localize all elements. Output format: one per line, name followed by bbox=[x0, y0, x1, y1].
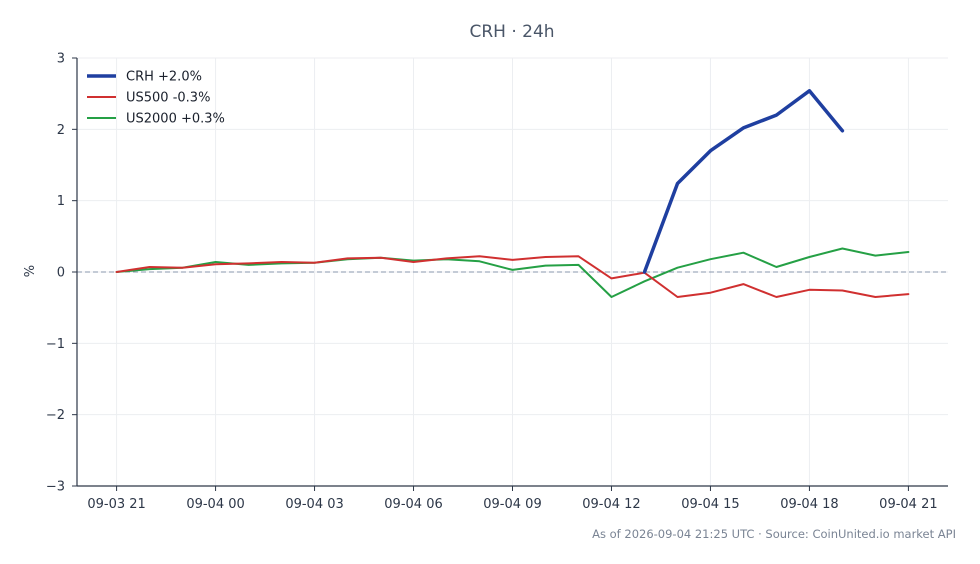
y-tick-label: −1 bbox=[46, 337, 65, 352]
y-tick-label: 1 bbox=[57, 194, 65, 209]
x-tick-label: 09-04 21 bbox=[879, 497, 937, 512]
legend-label: US500 -0.3% bbox=[126, 91, 210, 106]
axes: 3 2 1 0 −1 −2 −3 09-03 21 09-04 00 09-04 03 09-04 … bbox=[46, 52, 948, 512]
series-line-2 bbox=[115, 247, 910, 298]
y-tick-label: −3 bbox=[46, 480, 65, 495]
source-footer: As of 2026-09-04 21:25 UTC · Source: Coi… bbox=[592, 527, 956, 541]
legend-label: US2000 +0.3% bbox=[126, 112, 225, 127]
y-tick-label: 3 bbox=[57, 52, 65, 67]
x-tick-label: 09-04 09 bbox=[483, 497, 541, 512]
x-tick-label: 09-04 03 bbox=[285, 497, 343, 512]
x-tick-label: 09-04 00 bbox=[186, 497, 244, 512]
x-tick-label: 09-04 06 bbox=[384, 497, 442, 512]
x-tick-label: 09-04 12 bbox=[582, 497, 640, 512]
legend-label: CRH +2.0% bbox=[126, 70, 202, 85]
x-tick-label: 09-04 15 bbox=[681, 497, 739, 512]
x-tick-label: 09-04 18 bbox=[780, 497, 838, 512]
chart-title: CRH · 24h bbox=[469, 22, 554, 42]
y-axis-label: % bbox=[23, 265, 38, 277]
x-tick-label: 09-03 21 bbox=[87, 497, 145, 512]
y-tick-label: −2 bbox=[46, 408, 65, 423]
series-line-1 bbox=[115, 255, 910, 298]
y-tick-label: 2 bbox=[57, 123, 65, 138]
legend: CRH +2.0% US500 -0.3% US2000 +0.3% bbox=[87, 70, 225, 127]
y-tick-label: 0 bbox=[57, 266, 65, 281]
series-line-0 bbox=[642, 89, 845, 274]
series-lines bbox=[115, 89, 910, 298]
